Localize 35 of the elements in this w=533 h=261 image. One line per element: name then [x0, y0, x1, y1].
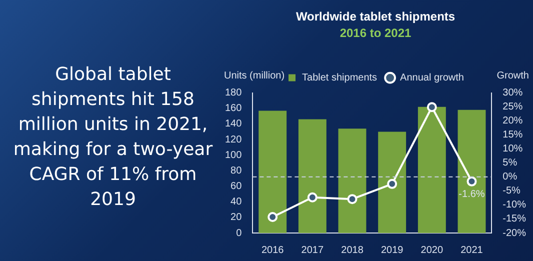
x-tick-label: 2019 — [380, 244, 404, 256]
y-tick-label: 180 — [224, 88, 242, 99]
x-tick-label: 2016 — [261, 244, 284, 256]
y2-tick-label: -15% — [502, 214, 526, 225]
y-tick-label: 40 — [230, 196, 242, 208]
legend-label: Tablet shipments — [302, 72, 378, 84]
y-tick-label: 60 — [230, 181, 242, 192]
data-label: -1.6% — [458, 189, 485, 200]
y-tick-label: 0 — [236, 228, 242, 239]
x-tick-label: 2017 — [301, 244, 324, 256]
y2-tick-label: 30% — [502, 88, 523, 99]
y-tick-label: 100 — [224, 150, 242, 161]
chart-title: Worldwide tablet shipments — [296, 10, 456, 24]
y2-tick-label: 15% — [502, 130, 523, 141]
chart-subtitle: 2016 to 2021 — [340, 26, 412, 40]
y2-tick-label: 5% — [502, 158, 518, 169]
y2-axis-title: Growth — [496, 70, 529, 82]
x-tick-label: 2018 — [341, 244, 364, 256]
y2-tick-label: -10% — [502, 200, 526, 211]
text: Global tablet shipments hit 158 million units in 2021, making for a two-year CAGR of 11% from 2019 — [12, 63, 214, 212]
y-tick-label: 140 — [224, 118, 242, 130]
y-tick-label: 120 — [224, 134, 242, 146]
y-tick-label: 20 — [230, 212, 242, 224]
y-tick-label: 80 — [230, 165, 242, 176]
y-axis-title: Units (million) — [224, 70, 285, 82]
legend-label: Annual growth — [400, 72, 464, 84]
y2-tick-label: 0% — [502, 172, 518, 183]
y2-tick-label: -5% — [502, 186, 521, 197]
y-tick-label: 160 — [224, 103, 242, 114]
y2-tick-label: 10% — [502, 144, 523, 155]
x-tick-label: 2020 — [420, 244, 444, 256]
x-tick-label: 2021 — [460, 244, 484, 256]
y2-tick-label: 25% — [502, 102, 523, 113]
y2-tick-label: -20% — [502, 228, 526, 239]
y2-tick-label: 20% — [502, 116, 523, 127]
